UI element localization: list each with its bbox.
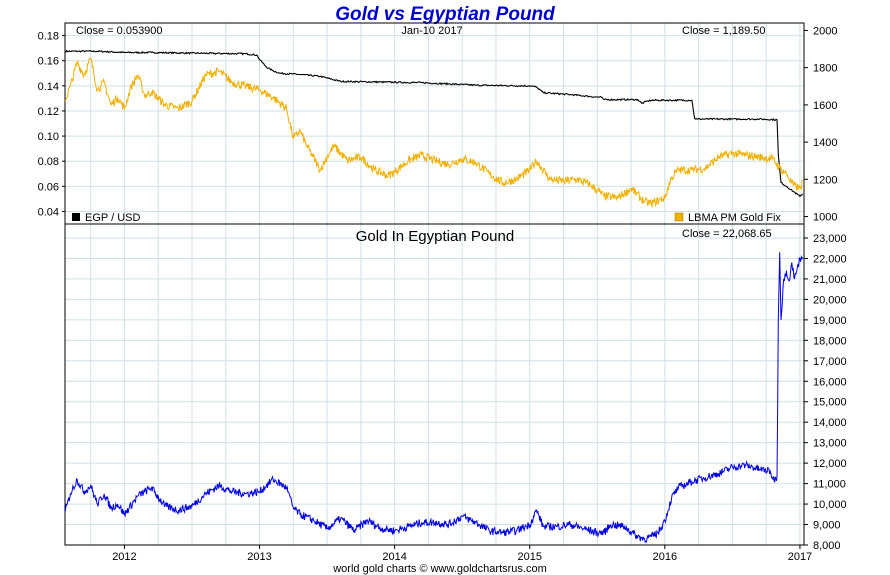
y-right-tick-label: 18,000	[813, 335, 847, 347]
chart-title: Gold vs Egyptian Pound	[335, 4, 555, 25]
y-right-tick-label: 22,000	[813, 253, 847, 265]
y-right-tick-label: 17,000	[813, 356, 847, 368]
y-right-tick-label: 1400	[813, 137, 837, 149]
egp-usd-line	[64, 49, 804, 198]
legend-egp-swatch	[72, 213, 80, 221]
bottom-panel-frame	[64, 223, 805, 546]
x-tick-label: 2017	[788, 551, 812, 563]
y-left-tick-label: 0.16	[38, 56, 59, 68]
y-right-tick-label: 16,000	[813, 376, 847, 388]
y-left-tick-label: 0.12	[38, 106, 59, 118]
y-right-tick-label: 13,000	[813, 438, 847, 450]
y-right-tick-label: 14,000	[813, 417, 847, 429]
y-right-tick-label: 21,000	[813, 274, 847, 286]
y-right-tick-label: 15,000	[813, 397, 847, 409]
y-right-tick-label: 1600	[813, 100, 837, 112]
y-right-tick-label: 8,000	[813, 540, 841, 552]
y-left-tick-label: 0.04	[38, 206, 59, 218]
tick-labels: 0.18 0.16 0.14 0.12 0.10 0.08 0.06 0.04 2000 1800…	[38, 25, 847, 563]
y-right-tick-label: 1800	[813, 63, 837, 75]
x-tick-label: 2013	[247, 551, 271, 563]
y-right-tick-label: 20,000	[813, 294, 847, 306]
x-tick-label: 2015	[518, 551, 542, 563]
y-right-tick-label: 1000	[813, 212, 837, 224]
footer-credit: world gold charts © www.goldchartsrus.co…	[332, 563, 547, 575]
bottom-panel-title: Gold In Egyptian Pound	[356, 228, 514, 245]
legend-egp-label: EGP / USD	[85, 212, 140, 224]
y-right-tick-label: 11,000	[813, 479, 846, 491]
y-right-tick-label: 19,000	[813, 315, 847, 327]
y-left-tick-label: 0.18	[38, 31, 59, 43]
top-close-left: Close = 0.053900	[76, 25, 163, 37]
bottom-close-right: Close = 22,068.65	[682, 228, 772, 240]
y-right-tick-label: 9,000	[813, 520, 841, 532]
y-left-tick-label: 0.10	[38, 131, 59, 143]
top-date-label: Jan-10 2017	[401, 25, 462, 37]
y-right-tick-label: 23,000	[813, 233, 847, 245]
y-left-tick-label: 0.14	[38, 81, 59, 93]
grid	[65, 23, 804, 546]
legend-gold-label: LBMA PM Gold Fix	[688, 212, 781, 224]
series	[64, 49, 804, 544]
gold-fix-line	[64, 57, 803, 208]
y-right-tick-label: 12,000	[813, 458, 847, 470]
y-right-tick-label: 10,000	[813, 499, 847, 511]
x-tick-label: 2012	[112, 551, 136, 563]
y-right-tick-label: 1200	[813, 174, 837, 186]
x-tick-label: 2014	[382, 551, 406, 563]
legend-gold-swatch	[674, 212, 684, 222]
top-close-right: Close = 1,189.50	[682, 25, 765, 37]
x-tick-label: 2016	[653, 551, 677, 563]
y-right-tick-label: 2000	[813, 25, 837, 37]
y-left-tick-label: 0.06	[38, 181, 59, 193]
y-left-tick-label: 0.08	[38, 156, 59, 168]
gold-in-egp-line	[64, 252, 804, 544]
